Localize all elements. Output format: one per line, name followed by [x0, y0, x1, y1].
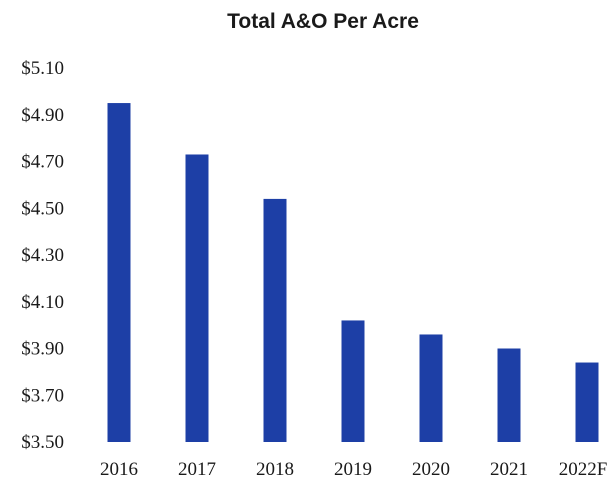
bar-2022F [575, 362, 599, 442]
y-tick-label: $4.10 [21, 292, 64, 313]
x-tick-label: 2019 [334, 459, 372, 479]
x-axis: 2016 2017 2018 2019 2020 2021 2022F [100, 459, 608, 480]
bar-2018 [263, 198, 287, 442]
y-tick-label: $5.10 [21, 58, 64, 79]
y-tick-label: $3.90 [21, 339, 64, 360]
x-tick-label: 2020 [412, 459, 450, 479]
chart-title: Total A&O Per Acre [227, 10, 419, 33]
x-tick-label: 2017 [178, 459, 216, 479]
bar-2016 [107, 103, 131, 442]
x-tick-label: 2016 [100, 459, 138, 479]
y-tick-label: $4.30 [21, 245, 64, 266]
bar-series [107, 103, 599, 443]
y-axis: $3.50 $3.70 $3.90 $4.10 $4.30 $4.50 $4.70 $4.90… [21, 58, 64, 453]
x-tick-label: 2018 [256, 459, 294, 479]
y-tick-label: $4.90 [21, 105, 64, 126]
bar-2021 [497, 348, 521, 442]
bar-2020 [419, 334, 443, 442]
y-tick-label: $4.70 [21, 152, 64, 173]
bar-2017 [185, 154, 209, 443]
bar-2019 [341, 320, 365, 442]
y-tick-label: $3.50 [21, 432, 64, 453]
x-tick-label: 2022F [559, 459, 608, 479]
y-tick-label: $4.50 [21, 198, 64, 219]
y-tick-label: $3.70 [21, 385, 64, 406]
x-tick-label: 2021 [490, 459, 528, 479]
